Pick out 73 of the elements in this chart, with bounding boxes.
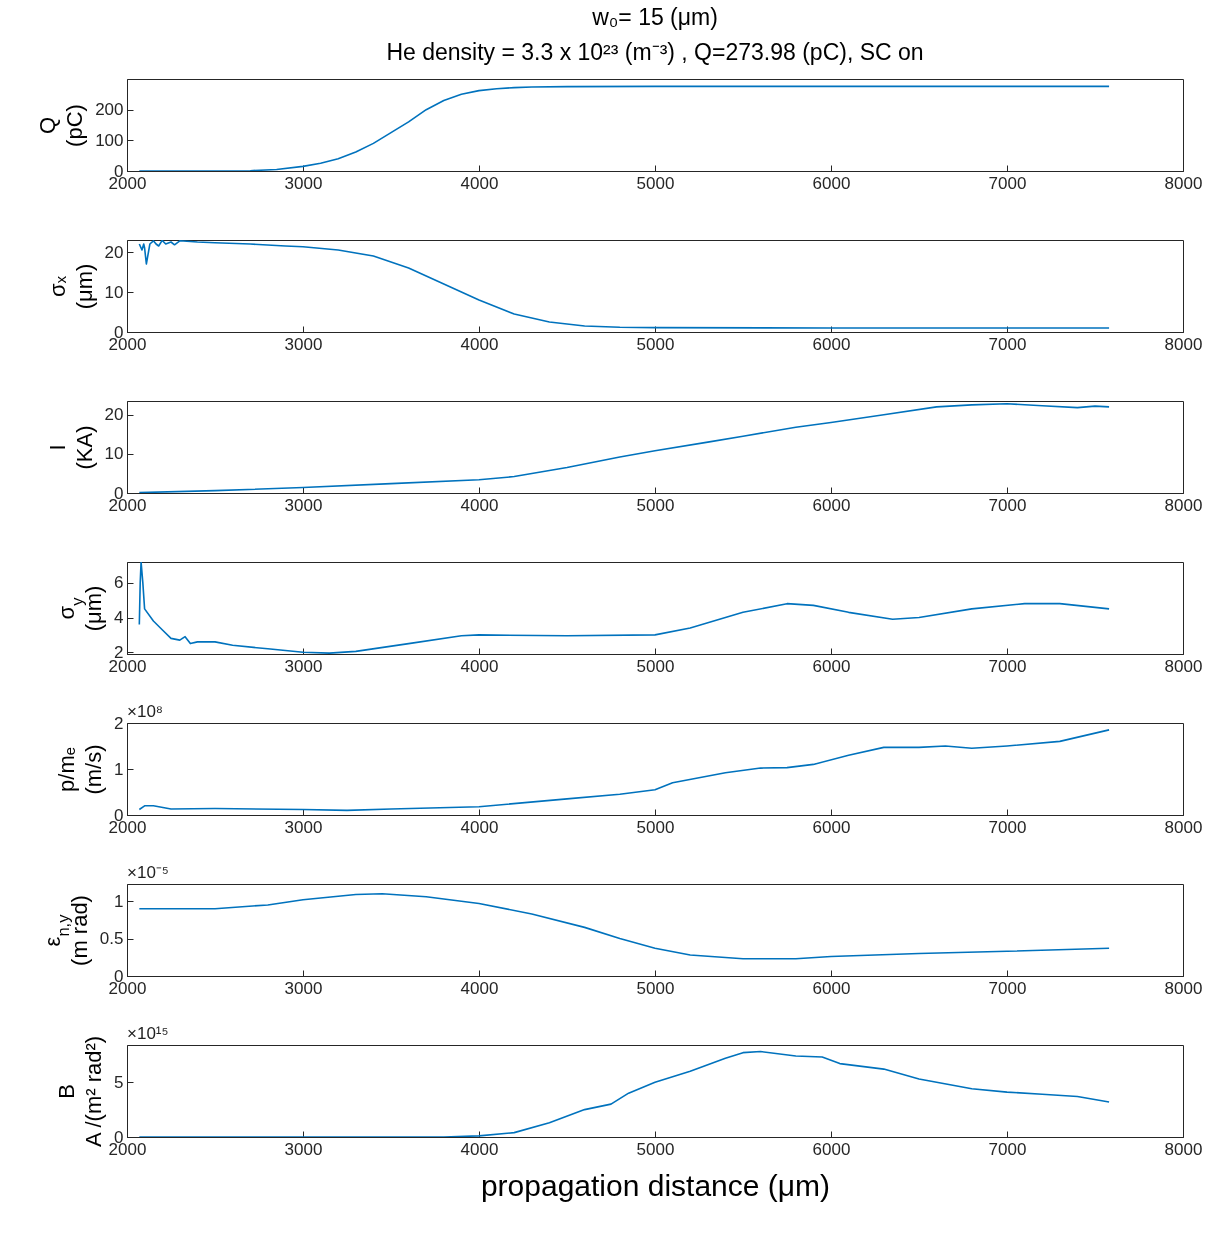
x-tick-label: 7000 — [988, 978, 1027, 998]
x-tick-label: 7000 — [988, 656, 1027, 676]
y-tick-label: 20 — [104, 242, 124, 262]
chart-subtitle: He density = 3.3 x 10²³ (m⁻³) , Q=273.98 (pC), SC on — [386, 39, 924, 65]
line-series — [138, 1050, 1110, 1137]
x-tick-label: 4000 — [460, 978, 499, 998]
y-tick-label: 4 — [114, 608, 124, 628]
x-tick-label: 8000 — [1164, 1139, 1203, 1159]
x-tick-label: 5000 — [636, 334, 675, 354]
x-tick-label: 3000 — [284, 817, 323, 837]
x-tick-label: 8000 — [1164, 495, 1203, 515]
x-tick-label: 6000 — [812, 978, 851, 998]
y-tick-label: 5 — [114, 1072, 124, 1092]
x-tick-label: 7000 — [988, 495, 1027, 515]
line-series — [138, 562, 1110, 654]
y-tick-label: 6 — [114, 573, 124, 593]
x-tick-label: 6000 — [812, 334, 851, 354]
y-tick-label: 10 — [104, 444, 124, 464]
y-tick-label: 10 — [104, 282, 124, 302]
x-tick-label: 4000 — [460, 1139, 499, 1159]
line-series — [138, 892, 1110, 960]
y-axis-title: I (KA) — [44, 425, 97, 470]
x-tick-label: 8000 — [1164, 656, 1203, 676]
x-tick-label: 7000 — [988, 173, 1027, 193]
x-tick-label: 7000 — [988, 334, 1027, 354]
x-tick-label: 6000 — [812, 495, 851, 515]
x-axis-title: propagation distance (μm) — [480, 1168, 831, 1202]
x-tick-label: 3000 — [284, 656, 323, 676]
y-axis-title: σₓ (μm) — [44, 263, 97, 310]
x-tick-label: 5000 — [636, 978, 675, 998]
x-tick-label: 8000 — [1164, 817, 1203, 837]
y-axis-title: Q (pC) — [35, 104, 88, 147]
line-series — [138, 85, 1110, 171]
y-tick-label: 1 — [114, 891, 124, 911]
x-tick-label: 4000 — [460, 173, 499, 193]
x-tick-label: 3000 — [284, 1139, 323, 1159]
x-tick-label: 4000 — [460, 495, 499, 515]
line-series — [138, 240, 1110, 329]
text: ×10¹⁵ — [127, 1024, 169, 1043]
x-tick-label: 6000 — [812, 173, 851, 193]
x-tick-label: 5000 — [636, 1139, 675, 1159]
x-tick-label: 8000 — [1164, 173, 1203, 193]
x-tick-label: 3000 — [284, 978, 323, 998]
x-tick-label: 8000 — [1164, 334, 1203, 354]
line-series — [138, 402, 1110, 493]
text: ×10⁻⁵ — [127, 863, 169, 882]
x-tick-label: 4000 — [460, 817, 499, 837]
x-tick-label: 4000 — [460, 656, 499, 676]
x-tick-label: 7000 — [988, 817, 1027, 837]
x-tick-label: 6000 — [812, 817, 851, 837]
y-axis-title: B A /(m² rad²) — [54, 1035, 107, 1148]
x-tick-label: 3000 — [284, 495, 323, 515]
y-tick-label: 20 — [104, 405, 124, 425]
x-tick-label: 5000 — [636, 817, 675, 837]
x-tick-label: 5000 — [636, 495, 675, 515]
x-tick-label: 7000 — [988, 1139, 1027, 1159]
y-tick-label: 200 — [95, 100, 124, 120]
x-tick-label: 8000 — [1164, 978, 1203, 998]
x-tick-label: 3000 — [284, 173, 323, 193]
y-tick-label: 2 — [114, 713, 124, 733]
chart-title: w₀= 15 (μm) — [591, 4, 718, 30]
y-tick-label: 1 — [114, 759, 124, 779]
x-tick-label: 6000 — [812, 656, 851, 676]
y-tick-label: 100 — [95, 130, 124, 150]
line-series — [138, 729, 1110, 812]
y-axis-title: p/mₑ (m/s) — [54, 744, 107, 795]
text: ×10⁸ — [127, 702, 164, 721]
x-tick-label: 4000 — [460, 334, 499, 354]
x-tick-label: 6000 — [812, 1139, 851, 1159]
y-tick-label: 0.5 — [99, 929, 124, 949]
x-tick-label: 5000 — [636, 173, 675, 193]
x-tick-label: 5000 — [636, 656, 675, 676]
x-tick-label: 3000 — [284, 334, 323, 354]
